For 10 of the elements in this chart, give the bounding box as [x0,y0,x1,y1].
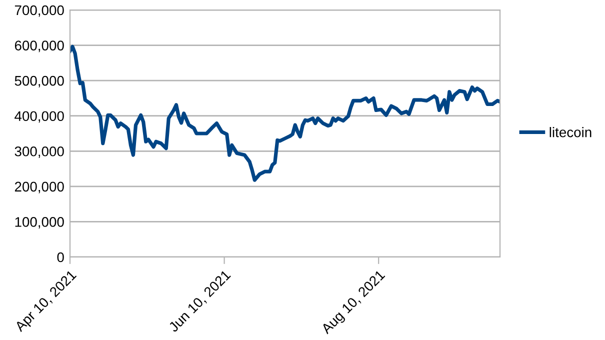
y-tick-label: 600,000 [14,40,64,52]
legend-label: litecoin [550,127,592,138]
y-tick-label: 700,000 [14,5,64,17]
y-tick-label: 100,000 [15,217,64,229]
y-tick-label: 200,000 [14,182,64,194]
y-tick-label: 0 [57,252,64,262]
y-tick-label: 500,000 [14,76,64,88]
y-tick-label: 400,000 [14,111,64,123]
line-series [70,44,500,182]
y-tick-label: 300,000 [14,146,64,158]
